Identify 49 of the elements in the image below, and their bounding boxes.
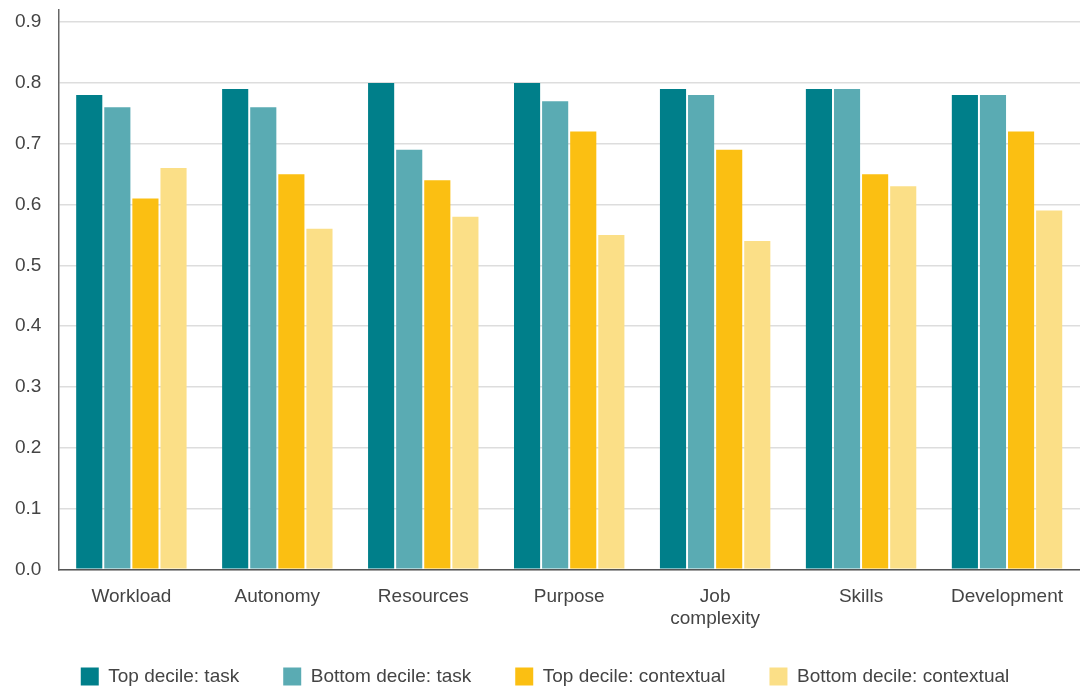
legend-label: Top decile: contextual	[542, 664, 726, 686]
bar	[598, 234, 625, 569]
y-tick-label: 0.2	[14, 435, 42, 457]
bar	[570, 131, 597, 569]
bar	[862, 174, 889, 569]
bar	[805, 89, 833, 569]
bar	[979, 95, 1007, 569]
y-tick-label: 0.7	[14, 131, 42, 153]
y-tick-label: 0.0	[14, 557, 42, 579]
y-tick-label: 0.5	[14, 253, 42, 275]
bar	[132, 198, 159, 569]
bar	[222, 89, 249, 569]
bar	[890, 186, 917, 569]
y-tick-label: 0.6	[14, 192, 42, 214]
bar	[1008, 131, 1035, 569]
x-tick-label: Job complexity	[670, 585, 761, 629]
bar	[396, 149, 423, 569]
bar	[160, 168, 187, 569]
x-tick-label: Workload	[91, 585, 172, 607]
bar	[278, 174, 305, 569]
legend-label: Bottom decile: task	[310, 664, 472, 686]
y-tick-label: 0.3	[14, 375, 42, 397]
bar	[716, 149, 743, 569]
legend-label: Bottom decile: contextual	[796, 664, 1010, 686]
bar	[514, 82, 541, 569]
bar	[424, 180, 451, 569]
bar	[104, 107, 131, 569]
bar	[368, 82, 395, 569]
bar	[833, 89, 861, 569]
x-tick-label: Development	[951, 585, 1064, 607]
bar	[659, 89, 687, 569]
bar	[452, 216, 479, 569]
x-tick-label: Skills	[838, 585, 884, 607]
y-tick-label: 0.1	[14, 496, 42, 518]
bar	[250, 107, 277, 569]
bar	[951, 95, 978, 569]
y-tick-label: 0.9	[14, 10, 42, 32]
bar	[306, 228, 333, 569]
y-tick-label: 0.4	[14, 314, 42, 336]
bar	[76, 95, 103, 569]
x-tick-label: Purpose	[533, 585, 605, 607]
bar	[542, 101, 569, 569]
bar	[688, 95, 715, 569]
legend-label: Top decile: task	[108, 664, 240, 686]
y-tick-label: 0.8	[14, 71, 42, 93]
x-tick-label: Autonomy	[234, 585, 321, 607]
x-tick-label: Resources	[377, 585, 469, 607]
bar	[1036, 210, 1063, 569]
bar	[744, 241, 771, 569]
